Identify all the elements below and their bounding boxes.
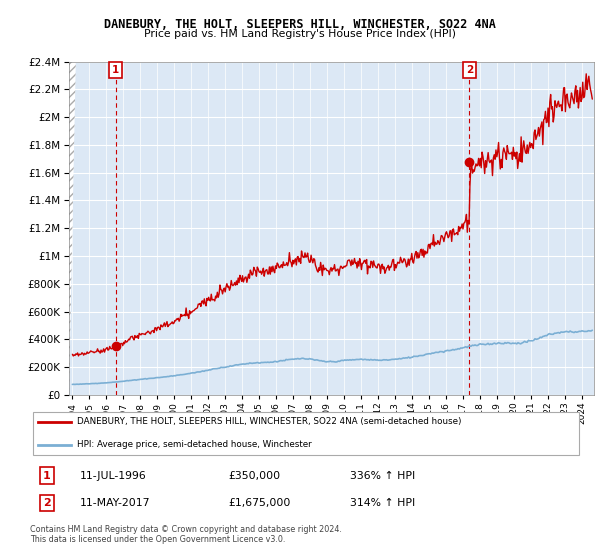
Polygon shape: [69, 62, 76, 395]
Text: 1: 1: [112, 65, 119, 75]
Text: DANEBURY, THE HOLT, SLEEPERS HILL, WINCHESTER, SO22 4NA: DANEBURY, THE HOLT, SLEEPERS HILL, WINCH…: [104, 18, 496, 31]
FancyBboxPatch shape: [33, 412, 579, 455]
Text: 2: 2: [43, 498, 50, 508]
Text: 11-JUL-1996: 11-JUL-1996: [80, 470, 146, 480]
Text: Contains HM Land Registry data © Crown copyright and database right 2024.
This d: Contains HM Land Registry data © Crown c…: [30, 525, 342, 544]
Text: DANEBURY, THE HOLT, SLEEPERS HILL, WINCHESTER, SO22 4NA (semi-detached house): DANEBURY, THE HOLT, SLEEPERS HILL, WINCH…: [77, 417, 461, 427]
Text: HPI: Average price, semi-detached house, Winchester: HPI: Average price, semi-detached house,…: [77, 440, 311, 450]
Text: 336% ↑ HPI: 336% ↑ HPI: [350, 470, 415, 480]
Text: 314% ↑ HPI: 314% ↑ HPI: [350, 498, 415, 508]
Text: £350,000: £350,000: [229, 470, 281, 480]
Text: Price paid vs. HM Land Registry's House Price Index (HPI): Price paid vs. HM Land Registry's House …: [144, 29, 456, 39]
Text: 2: 2: [466, 65, 473, 75]
Text: 11-MAY-2017: 11-MAY-2017: [80, 498, 150, 508]
Text: 1: 1: [43, 470, 50, 480]
Text: £1,675,000: £1,675,000: [229, 498, 291, 508]
